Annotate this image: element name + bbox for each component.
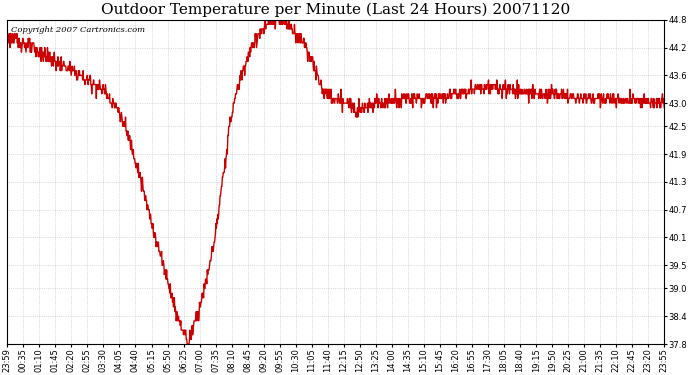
Text: Copyright 2007 Cartronics.com: Copyright 2007 Cartronics.com	[10, 26, 145, 34]
Title: Outdoor Temperature per Minute (Last 24 Hours) 20071120: Outdoor Temperature per Minute (Last 24 …	[101, 3, 571, 17]
